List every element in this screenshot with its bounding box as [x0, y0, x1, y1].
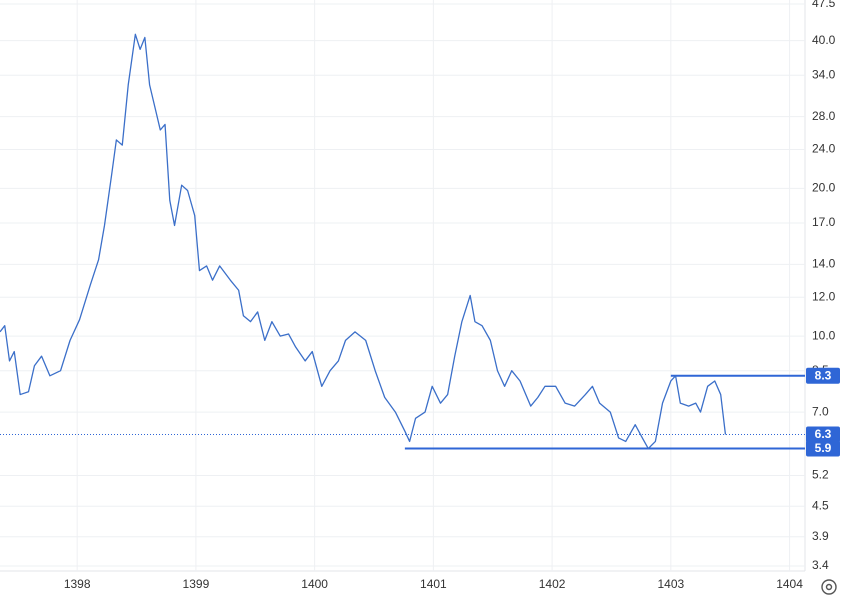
- x-tick-label: 1401: [420, 577, 447, 591]
- price-tag: [806, 367, 840, 384]
- y-tick-label: 17.0: [812, 215, 836, 229]
- price-tag-label: 6.3: [815, 427, 832, 441]
- grid: [0, 0, 805, 571]
- y-tick-label: 34.0: [812, 67, 836, 81]
- x-tick-label: 1398: [64, 577, 91, 591]
- x-tick-label: 1400: [301, 577, 328, 591]
- y-tick-label: 20.0: [812, 181, 836, 195]
- gear-inner: [825, 583, 833, 591]
- x-tick-label: 1404: [776, 577, 803, 591]
- x-tick-label: 1402: [539, 577, 566, 591]
- y-tick-label: 7.0: [812, 404, 829, 418]
- y-tick-label: 4.5: [812, 498, 829, 512]
- x-tick-label: 1403: [657, 577, 684, 591]
- gear-outer: [821, 579, 837, 595]
- price-tag: [806, 440, 840, 457]
- y-tick-label: 3.9: [812, 529, 829, 543]
- price-line: [0, 33, 727, 450]
- x-tick-label: 1399: [183, 577, 210, 591]
- y-tick-label: 24.0: [812, 142, 836, 156]
- y-tick-label: 14.0: [812, 257, 836, 271]
- price-tag: [806, 426, 840, 443]
- y-tick-label: 5.2: [812, 468, 829, 482]
- y-tick-label: 40.0: [812, 33, 836, 47]
- price-tag-label: 5.9: [815, 441, 832, 455]
- settings-button[interactable]: [821, 579, 837, 595]
- y-tick-label: 12.0: [812, 289, 836, 303]
- y-tick-label: 10.0: [812, 328, 836, 342]
- y-tick-label: 47.5: [812, 0, 836, 10]
- y-tick-label: 3.4: [812, 558, 829, 572]
- y-tick-label: 28.0: [812, 109, 836, 123]
- price-tag-label: 8.3: [815, 368, 832, 382]
